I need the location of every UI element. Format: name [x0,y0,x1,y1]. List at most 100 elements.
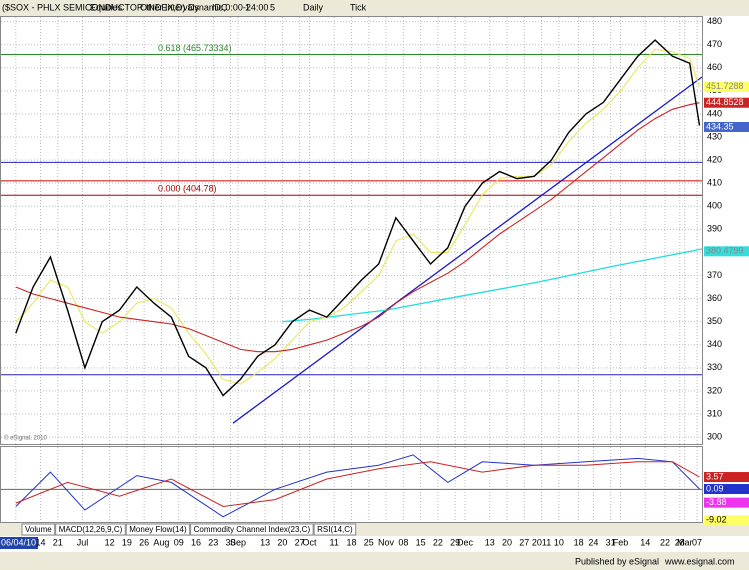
x-tick-label: 10 [554,537,564,547]
x-tick-label: 13 [485,537,495,547]
macd-label-bg [704,472,749,483]
x-tick-label: 12 [105,537,115,547]
price-pane [0,16,703,445]
macd-label: 3.57 [706,471,724,481]
trend-line [232,76,703,424]
x-tick-label: 27 [295,537,305,547]
tab[interactable]: MACD(12,26,9,C) [59,525,123,534]
x-tick-label: Oct [303,537,318,547]
toolbar-item[interactable]: 5 [270,2,275,12]
x-tick-label: Aug [153,537,169,547]
toolbar-item[interactable]: IDC [212,2,228,12]
tab-bg [313,523,357,536]
tab-bg [55,523,126,536]
chart-title: ($SOX - PHLX SEMICONDUCTOR INDEX,D) Dyna… [2,2,268,12]
y-tick-label: 470 [707,39,722,49]
macd-line [15,461,700,508]
toolbar-item[interactable]: Daily [303,2,324,12]
x-tick-label: 16 [191,537,201,547]
x-tick-label: 15 [416,537,426,547]
y-tick-label: 330 [707,362,722,372]
tab[interactable]: Commodity Channel Index(23,C) [194,525,311,534]
reference-label: 0.000 (404.78) [158,184,217,194]
x-tick-label: 31 [606,537,616,547]
x-tick-label: Jul [77,537,89,547]
macd-label-bg [704,484,749,495]
x-tick-label: 20 [502,537,512,547]
x-tick-label: 22 [433,537,443,547]
y-tick-label: 300 [707,431,722,441]
footer [0,552,749,570]
tab-bg [190,523,314,536]
y-tick-label: 410 [707,178,722,188]
y-tick-label: 430 [707,131,722,141]
x-tick-label: 30 [226,537,236,547]
macd-label: 0.09 [706,483,724,493]
toolbar-item[interactable]: 1 [245,2,250,12]
macd-label-bg [704,515,749,526]
copyright: © eSignal, 2010 [4,435,47,442]
x-tick-label: Nov [378,537,395,547]
y-tick-label: 370 [707,270,722,280]
y-tick-label: 440 [707,108,722,118]
price-label: 380.4799 [706,246,744,256]
x-tick-label: Feb [613,537,629,547]
x-tick-label: Sep [230,537,246,547]
x-tick-label: 21 [53,537,63,547]
toolbar-item[interactable]: Tick [350,2,367,12]
x-tick-label: 11 [330,537,339,547]
x-tick-label: 19 [122,537,132,547]
x-tick-label: 23 [208,537,218,547]
x-tick-label: 26 [139,537,149,547]
footer-text: Published by eSignal [575,556,659,566]
x-tick-label: Dec [457,537,474,547]
y-tick-label: 460 [707,62,722,72]
price-label: 444.8528 [706,97,744,107]
trend-line [282,248,703,323]
footer-url: www.esignal.com [664,556,735,566]
x-tick-label: Mar [677,537,693,547]
macd-line [15,454,700,518]
x-tick-label: 18 [574,537,584,547]
y-tick-label: 340 [707,339,722,349]
x-tick-label: 06/04/10 [1,537,36,547]
tab-bg [125,523,191,536]
y-tick-label: 480 [707,16,722,26]
x-tick-label: 14 [35,537,45,547]
y-tick-label: 350 [707,316,722,326]
toolbar-item[interactable]: Equities [90,2,123,12]
price-label-bg [704,81,749,92]
price-label-bg [704,121,749,132]
price-line [15,48,701,385]
price-label-bg [704,97,749,108]
price-line [15,102,700,353]
x-tick-label: 18 [346,537,356,547]
x-tick-label: 29 [450,537,460,547]
tab-bg [21,523,56,536]
y-tick-label: 420 [707,154,722,164]
x-tick-label: 25 [364,537,374,547]
x-tick-label: 28 [675,537,685,547]
x-tick-label: 27 [519,537,529,547]
y-tick-label: 390 [707,224,722,234]
tab[interactable]: Money Flow(14) [129,525,187,534]
x-tick-label: 14 [640,537,650,547]
x-tick-label: 07 [692,537,702,547]
macd-pane [0,446,703,523]
y-tick-label: 310 [707,408,722,418]
x-tick-label: 13 [260,537,270,547]
price-label-bg [704,246,749,257]
reference-label: 0.618 (465.73334) [158,43,232,53]
x-tick-label: 2011 [532,537,551,547]
price-line [15,39,701,397]
tab[interactable]: Volume [25,525,52,534]
x-tick-label: 20 [277,537,287,547]
price-label: 434.35 [706,121,734,131]
tab[interactable]: RSI(14,C) [317,525,353,534]
y-tick-label: 320 [707,385,722,395]
toolbar-item[interactable]: Other Intervals [140,2,200,12]
macd-label: -3.88 [706,497,727,507]
y-tick-label: 400 [707,201,722,211]
